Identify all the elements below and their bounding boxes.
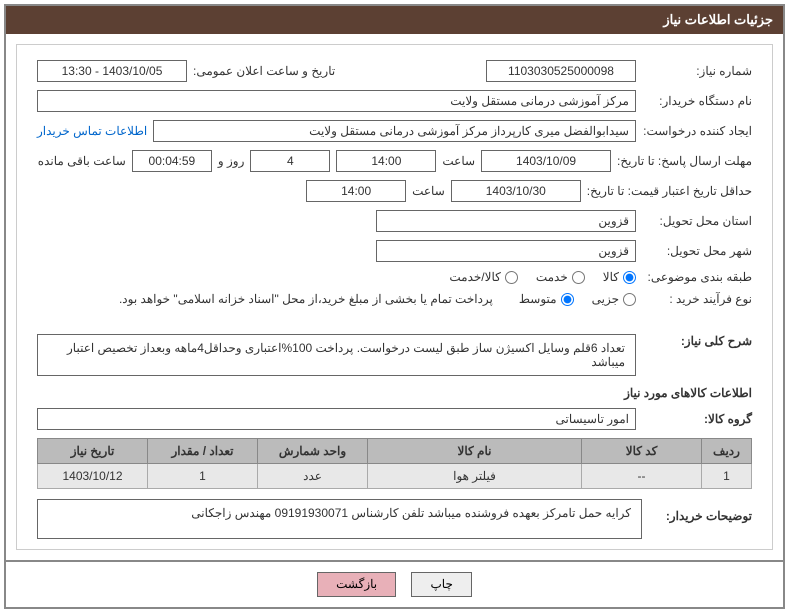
goods-group-field: امور تاسیساتی bbox=[37, 408, 636, 430]
process-label: نوع فرآیند خرید : bbox=[642, 292, 752, 306]
cell-row: 1 bbox=[702, 464, 752, 489]
cell-qty: 1 bbox=[148, 464, 258, 489]
cell-name: فیلتر هوا bbox=[368, 464, 582, 489]
announce-label: تاریخ و ساعت اعلان عمومی: bbox=[193, 64, 335, 78]
need-number-field: 1103030525000098 bbox=[486, 60, 636, 82]
remaining-label: ساعت باقی مانده bbox=[38, 154, 126, 168]
th-unit: واحد شمارش bbox=[258, 439, 368, 464]
radio-medium[interactable]: متوسط bbox=[519, 292, 574, 306]
radio-partial[interactable]: جزیی bbox=[592, 292, 636, 306]
button-bar: چاپ بازگشت bbox=[6, 560, 783, 607]
province-label: استان محل تحویل: bbox=[642, 214, 752, 228]
need-number-label: شماره نیاز: bbox=[642, 64, 752, 78]
time-label-1: ساعت bbox=[442, 154, 475, 168]
deadline-date-field: 1403/10/09 bbox=[481, 150, 611, 172]
summary-box: تعداد 6قلم وسایل اکسیژن ساز طبق لیست درخ… bbox=[37, 334, 636, 376]
validity-date-field: 1403/10/30 bbox=[451, 180, 581, 202]
main-panel: جزئیات اطلاعات نیاز شماره نیاز: 11030305… bbox=[4, 4, 785, 609]
table-header-row: ردیف کد کالا نام کالا واحد شمارش تعداد /… bbox=[38, 439, 752, 464]
radio-partial-input[interactable] bbox=[623, 293, 636, 306]
category-label: طبقه بندی موضوعی: bbox=[642, 270, 752, 284]
validity-label: حداقل تاریخ اعتبار قیمت: تا تاریخ: bbox=[587, 184, 752, 198]
radio-medium-input[interactable] bbox=[561, 293, 574, 306]
th-date: تاریخ نیاز bbox=[38, 439, 148, 464]
cell-code: -- bbox=[582, 464, 702, 489]
table-row: 1 -- فیلتر هوا عدد 1 1403/10/12 bbox=[38, 464, 752, 489]
radio-goods-input[interactable] bbox=[623, 271, 636, 284]
cell-date: 1403/10/12 bbox=[38, 464, 148, 489]
time-label-2: ساعت bbox=[412, 184, 445, 198]
goods-group-label: گروه کالا: bbox=[642, 412, 752, 426]
panel-header: جزئیات اطلاعات نیاز bbox=[6, 6, 783, 34]
goods-table: ردیف کد کالا نام کالا واحد شمارش تعداد /… bbox=[37, 438, 752, 489]
summary-label: شرح کلی نیاز: bbox=[642, 334, 752, 348]
requester-field: سیدابوالفضل میری کارپرداز مرکز آموزشی در… bbox=[153, 120, 636, 142]
process-note: پرداخت تمام یا بخشی از مبلغ خرید،از محل … bbox=[119, 292, 493, 306]
panel-title: جزئیات اطلاعات نیاز bbox=[663, 12, 773, 27]
radio-both[interactable]: کالا/خدمت bbox=[449, 270, 517, 284]
requester-label: ایجاد کننده درخواست: bbox=[642, 124, 752, 138]
th-code: کد کالا bbox=[582, 439, 702, 464]
goods-section-title: اطلاعات کالاهای مورد نیاز bbox=[37, 386, 752, 400]
buyer-contact-link[interactable]: اطلاعات تماس خریدار bbox=[37, 124, 147, 138]
remaining-time-field: 00:04:59 bbox=[132, 150, 212, 172]
radio-service[interactable]: خدمت bbox=[536, 270, 585, 284]
print-button[interactable]: چاپ bbox=[411, 572, 471, 597]
form-area: شماره نیاز: 1103030525000098 تاریخ و ساع… bbox=[16, 44, 773, 550]
days-and-label: روز و bbox=[218, 154, 245, 168]
radio-service-input[interactable] bbox=[572, 271, 585, 284]
radio-both-input[interactable] bbox=[505, 271, 518, 284]
buyer-notes-box: کرایه حمل تامرکز بعهده فروشنده میباشد تل… bbox=[37, 499, 642, 539]
category-radio-group: کالا خدمت کالا/خدمت bbox=[449, 270, 636, 284]
radio-goods[interactable]: کالا bbox=[603, 270, 636, 284]
back-button[interactable]: بازگشت bbox=[317, 572, 396, 597]
city-field: قزوین bbox=[376, 240, 636, 262]
days-count-field: 4 bbox=[250, 150, 330, 172]
deadline-label: مهلت ارسال پاسخ: تا تاریخ: bbox=[617, 154, 752, 168]
th-qty: تعداد / مقدار bbox=[148, 439, 258, 464]
process-radio-group: جزیی متوسط bbox=[519, 292, 636, 306]
buyer-org-field: مرکز آموزشی درمانی مستقل ولایت bbox=[37, 90, 636, 112]
buyer-notes-label: توضیحات خریدار: bbox=[652, 499, 752, 539]
deadline-time-field: 14:00 bbox=[336, 150, 436, 172]
th-name: نام کالا bbox=[368, 439, 582, 464]
city-label: شهر محل تحویل: bbox=[642, 244, 752, 258]
th-row: ردیف bbox=[702, 439, 752, 464]
validity-time-field: 14:00 bbox=[306, 180, 406, 202]
buyer-org-label: نام دستگاه خریدار: bbox=[642, 94, 752, 108]
province-field: قزوین bbox=[376, 210, 636, 232]
cell-unit: عدد bbox=[258, 464, 368, 489]
announce-field: 1403/10/05 - 13:30 bbox=[37, 60, 187, 82]
